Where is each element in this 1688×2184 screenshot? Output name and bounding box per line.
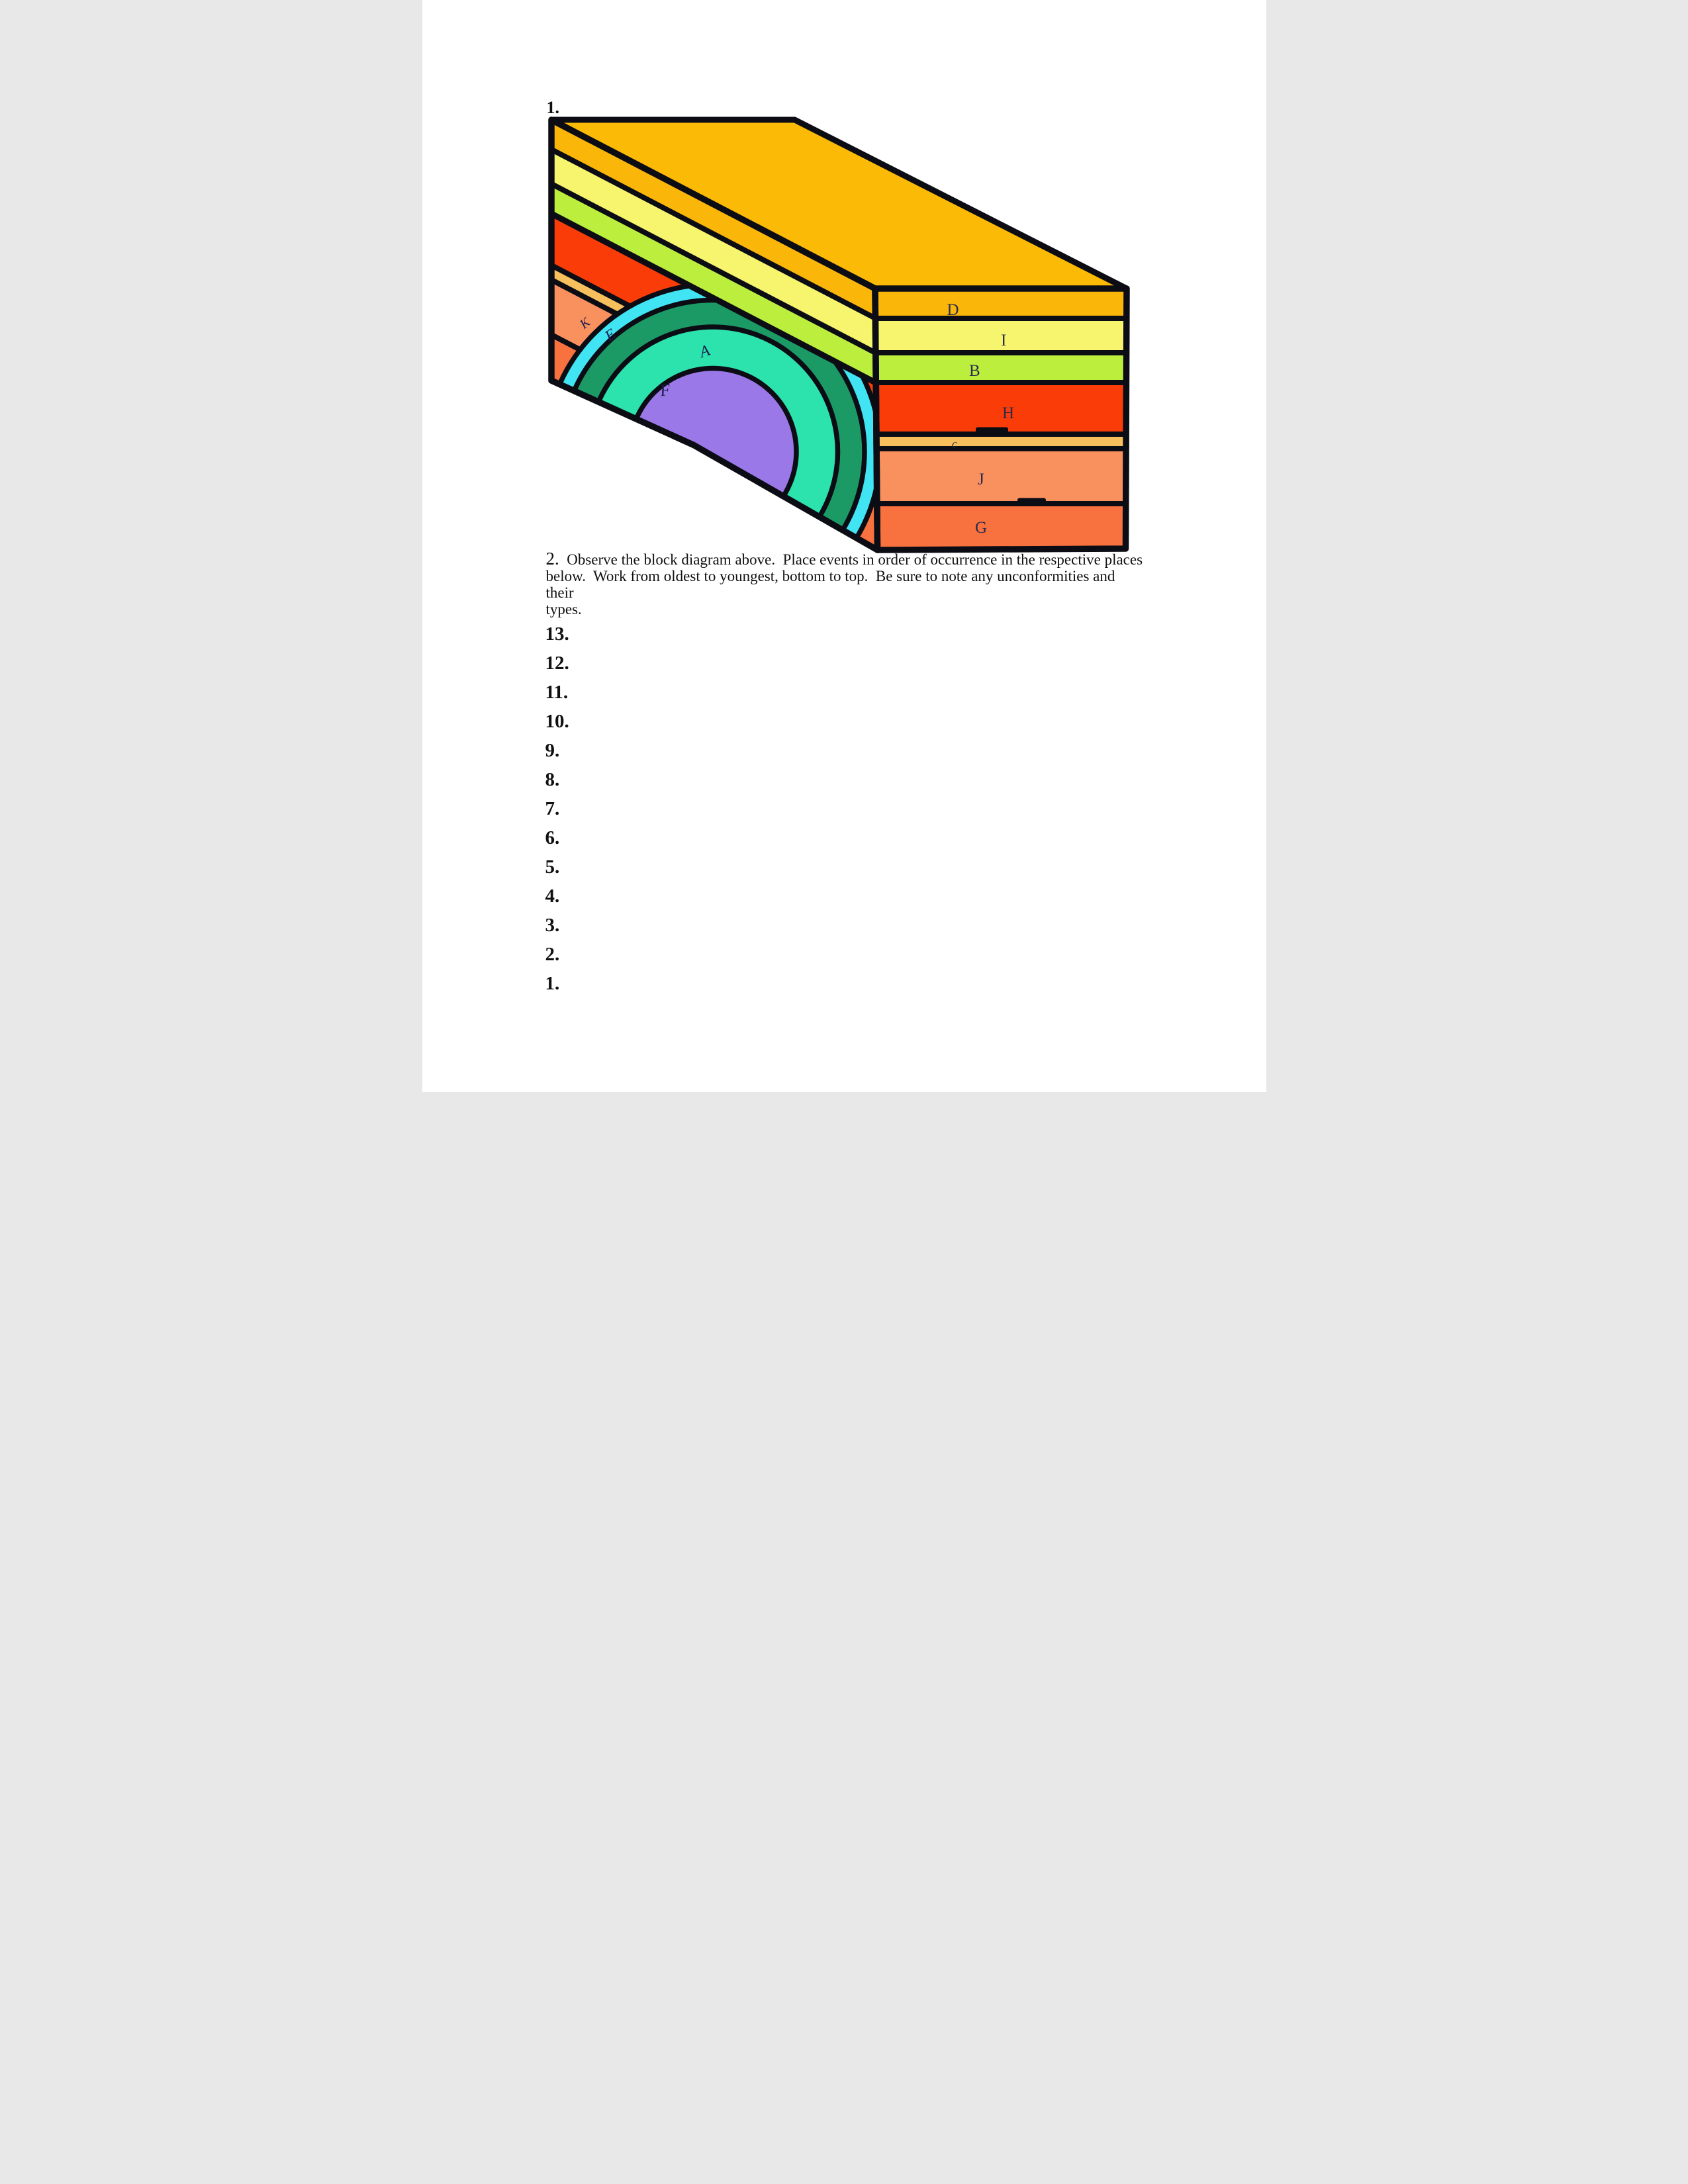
contact-D-I-side xyxy=(551,146,877,325)
answer-line-7: 7. xyxy=(545,798,560,819)
layer-D-side xyxy=(551,120,877,322)
question-2-number: 2. xyxy=(545,549,559,569)
fold-core-F xyxy=(626,365,799,538)
answer-line-11: 11. xyxy=(545,682,569,703)
layer-label-I: I xyxy=(1001,332,1006,349)
answer-line-10: 10. xyxy=(545,711,569,732)
layer-I-end xyxy=(874,318,1126,353)
unconformity-mark-upper xyxy=(975,427,1008,433)
layer-I-side xyxy=(551,148,877,357)
layer-label-D: D xyxy=(947,301,959,319)
block-diagram: D I B H c J G K E A F xyxy=(540,111,1137,563)
layer-label-G: G xyxy=(975,519,987,537)
unconformity-surface-side xyxy=(551,210,877,389)
worksheet-page: 1. xyxy=(422,0,1266,1092)
layer-label-J: J xyxy=(978,471,984,488)
right-face-outline xyxy=(871,285,1130,553)
layer-B-side xyxy=(551,183,877,387)
answer-line-2: 2. xyxy=(545,944,560,965)
layer-label-H: H xyxy=(1002,404,1014,422)
answer-line-13: 13. xyxy=(545,623,569,645)
layer-J-end xyxy=(874,449,1126,504)
answer-line-4: 4. xyxy=(545,886,560,907)
answer-line-12: 12. xyxy=(545,653,569,674)
side-face-outline xyxy=(547,116,880,553)
answer-line-3: 3. xyxy=(545,915,560,936)
unconformity-mark-lower xyxy=(1017,498,1046,504)
answer-line-9: 9. xyxy=(545,740,560,761)
layer-c-end xyxy=(874,434,1126,449)
contact-I-B-side xyxy=(551,180,877,359)
question-2-text: Observe the block diagram above. Place e… xyxy=(545,551,1143,617)
question-2-instructions: 2. Observe the block diagram above. Plac… xyxy=(545,549,1145,618)
fold-label-F: F xyxy=(658,381,672,400)
answer-line-8: 8. xyxy=(545,769,560,790)
layer-H-end xyxy=(874,383,1126,434)
layer-D-end xyxy=(874,289,1126,318)
layer-G-end xyxy=(874,504,1126,549)
block-diagram-svg: D I B H c J G K E A F xyxy=(547,116,1130,553)
layer-label-B: B xyxy=(969,362,980,380)
answer-line-5: 5. xyxy=(545,856,560,878)
layer-label-c: c xyxy=(952,437,957,450)
answer-line-1: 1. xyxy=(545,973,560,994)
figure-number: 1. xyxy=(546,98,560,117)
answer-line-6: 6. xyxy=(545,827,560,848)
layer-B-end xyxy=(874,353,1126,383)
right-face xyxy=(874,289,1126,549)
answer-list: 13. 12. 11. 10. 9. 8. 7. 6. 5. 4. 3. 2. … xyxy=(545,622,810,1001)
